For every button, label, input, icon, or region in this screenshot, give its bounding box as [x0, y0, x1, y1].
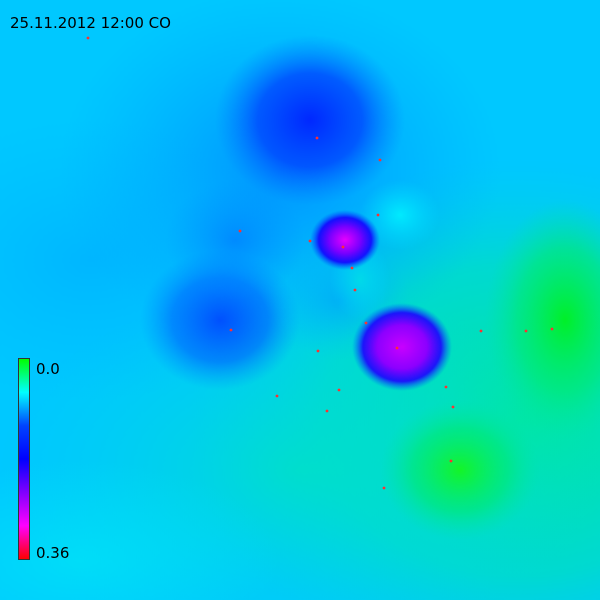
station-marker — [350, 266, 354, 270]
station-marker — [315, 136, 319, 140]
legend-color-bar — [18, 358, 30, 560]
station-marker — [353, 288, 357, 292]
station-marker — [308, 239, 312, 243]
station-marker — [86, 36, 90, 40]
station-marker — [382, 486, 386, 490]
station-marker — [229, 328, 233, 332]
station-marker — [378, 158, 382, 162]
station-marker — [524, 329, 528, 333]
station-marker — [238, 229, 242, 233]
map-title: 25.11.2012 12:00 CO — [10, 14, 171, 32]
station-marker — [479, 329, 483, 333]
station-marker — [325, 409, 329, 413]
station-marker — [395, 346, 399, 350]
station-marker — [449, 459, 453, 463]
station-marker — [364, 321, 368, 325]
station-marker — [550, 327, 554, 331]
station-marker — [341, 245, 345, 249]
station-marker — [451, 405, 455, 409]
station-marker — [337, 388, 341, 392]
station-marker — [376, 213, 380, 217]
legend-max-label: 0.36 — [36, 544, 70, 562]
legend-min-label: 0.0 — [36, 360, 60, 378]
station-marker — [444, 385, 448, 389]
station-marker — [275, 394, 279, 398]
station-marker — [316, 349, 320, 353]
